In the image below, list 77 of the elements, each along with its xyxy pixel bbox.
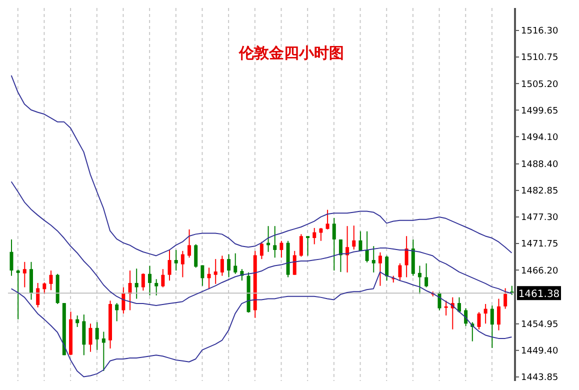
candlestick [194, 244, 198, 268]
y-tick-label: 1471.75 [521, 240, 558, 250]
candlestick [372, 246, 376, 273]
candlestick [292, 250, 296, 276]
candlestick [273, 226, 277, 258]
candlestick [174, 249, 178, 272]
candlestick [484, 304, 488, 324]
candlestick [319, 227, 323, 242]
candlestick [306, 236, 310, 256]
y-tick-label: 1449.40 [521, 346, 558, 357]
candlestick [102, 331, 106, 372]
candlestick [438, 292, 442, 311]
candlestick [220, 255, 224, 276]
candlestick [404, 236, 408, 278]
candlestick [332, 217, 336, 272]
candlestick [299, 234, 303, 258]
candlestick [16, 269, 20, 320]
candlestick [457, 296, 461, 314]
candlestick [36, 282, 40, 308]
y-tick-label: 1466.20 [521, 266, 558, 276]
candlestick [128, 270, 132, 311]
candlestick [122, 286, 126, 314]
candlestick [95, 322, 99, 350]
candlestick [326, 209, 330, 230]
candlestick [385, 255, 389, 282]
y-tick-label: 1505.20 [521, 80, 558, 90]
candlestick [207, 267, 211, 290]
candlestick [134, 268, 138, 300]
y-tick-label: 1482.85 [521, 186, 558, 197]
candlestick [504, 288, 508, 310]
candlestick [148, 265, 152, 296]
y-tick-label: 1510.75 [521, 53, 558, 64]
y-tick-label: 1477.30 [521, 213, 558, 224]
candlestick [464, 308, 468, 327]
candlestick [180, 250, 184, 278]
candlestick [154, 278, 158, 296]
candlestick [234, 252, 238, 274]
candlestick [477, 312, 481, 330]
candlestick [358, 230, 362, 252]
candlestick [424, 262, 428, 288]
candlestick [490, 304, 494, 349]
candlestick [312, 227, 316, 245]
candlestick [378, 252, 382, 286]
candlestick [22, 261, 26, 288]
candlestick [10, 238, 14, 276]
y-tick-label: 1443.85 [521, 373, 558, 384]
y-tick-label: 1499.65 [521, 106, 558, 116]
candlestick [82, 314, 86, 356]
candlestick [214, 258, 218, 284]
candlestick [260, 241, 264, 260]
candlestick [29, 261, 33, 300]
y-tick-label: 1488.40 [521, 160, 558, 170]
candlestick [115, 302, 119, 322]
candlestick [398, 262, 402, 282]
line-series [10, 74, 512, 256]
candlestick [76, 314, 80, 328]
candlestick [42, 282, 46, 294]
candlestick [496, 298, 500, 331]
candlestick [338, 238, 342, 272]
candlestick [365, 230, 369, 263]
candlestick [88, 323, 92, 352]
text: 伦敦金四小时图 [239, 44, 344, 62]
y-tick-label: 1454.95 [521, 320, 558, 330]
candlestick [227, 254, 231, 278]
candlestick [161, 268, 165, 288]
candlestick [352, 225, 356, 250]
candlestick [444, 300, 448, 316]
candlestick [49, 270, 53, 291]
y-tick-label: 1516.30 [521, 26, 558, 37]
y-tick-label: 1494.10 [521, 132, 558, 143]
candlestick [418, 265, 422, 294]
candlestick [168, 248, 172, 282]
candlestick [141, 272, 145, 292]
candlestick [200, 264, 204, 286]
candlestick [188, 228, 192, 258]
ref-line-label: 1461.38 [518, 289, 560, 300]
candlestick [280, 240, 284, 258]
